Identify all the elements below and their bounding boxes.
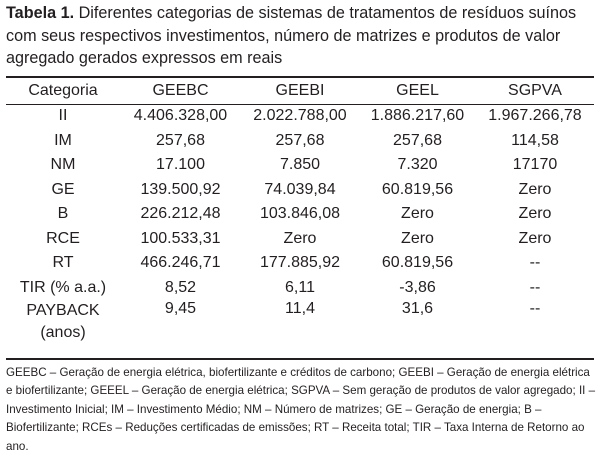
- row-label: GE: [51, 180, 75, 198]
- table-cell: 2.022.788,00: [253, 107, 347, 125]
- table-cell: Zero: [518, 180, 552, 198]
- table-row: GE 139.500,92 74.039,84 60.819,56 Zero: [6, 178, 594, 203]
- row-label: TIR (% a.a.): [19, 278, 107, 296]
- table-cell: 6,11: [285, 278, 315, 296]
- header-cell: Categoria: [28, 81, 98, 99]
- row-label: RT: [52, 254, 74, 272]
- row-label: NM: [50, 156, 76, 174]
- table-cell: 60.819,56: [381, 254, 454, 272]
- row-label-line1: PAYBACK: [26, 302, 100, 319]
- table-cell: 17170: [512, 156, 558, 174]
- table-cell: 9,45: [164, 300, 197, 317]
- table-caption: Tabela 1. Diferentes categorias de siste…: [6, 2, 596, 70]
- table-bottom-rule: [6, 358, 594, 360]
- table-cell: 114,58: [511, 131, 559, 149]
- row-label: IM: [54, 131, 72, 149]
- table-cell: 257,68: [156, 131, 205, 149]
- table-cell: 7.850: [279, 156, 321, 174]
- table-cell: 257,68: [275, 131, 325, 149]
- row-label: II: [58, 107, 68, 125]
- table-cell: 1.967.266,78: [488, 107, 582, 125]
- table-cell: 100.533,31: [140, 229, 221, 247]
- table-cell: Zero: [401, 205, 434, 223]
- table-cell: Zero: [518, 205, 552, 223]
- header-cell: SGPVA: [508, 81, 562, 99]
- table-cell: Zero: [401, 229, 434, 247]
- caption-text: Diferentes categorias de sistemas de tra…: [6, 4, 577, 67]
- table-cell: --: [529, 300, 541, 317]
- table-cell: Zero: [283, 229, 317, 247]
- table-cell: 1.886.217,60: [370, 107, 465, 125]
- table-header-rule: [6, 104, 594, 105]
- table-cell: 103.846,08: [259, 205, 341, 223]
- table-cell: 31,6: [401, 300, 434, 317]
- table-cell: 226.212,48: [140, 205, 221, 223]
- caption-label: Tabela 1.: [6, 4, 75, 22]
- row-label: RCE: [46, 229, 80, 247]
- table-cell: --: [529, 254, 541, 272]
- table-cell: 74.039,84: [264, 180, 336, 198]
- header-cell: GEEBC: [152, 81, 209, 99]
- table-cell: 7.320: [397, 156, 438, 174]
- table-cell: 466.246,71: [140, 254, 221, 272]
- table-cell: 257,68: [393, 131, 442, 149]
- table-cell: 11,4: [285, 300, 315, 317]
- row-label: PAYBACK (anos): [6, 300, 120, 344]
- row-label: B: [57, 205, 69, 223]
- table-row: RCE 100.533,31 Zero Zero Zero: [6, 227, 594, 252]
- table-row: TIR (% a.a.) 8,52 6,11 -3,86 --: [6, 276, 594, 301]
- table-cell: --: [529, 278, 541, 296]
- table-row: B 226.212,48 103.846,08 Zero Zero: [6, 202, 594, 227]
- table-top-rule: [6, 76, 594, 78]
- table-header-row: Categoria GEEBC GEEBI GEEL SGPVA: [6, 77, 594, 104]
- table-row: NM 17.100 7.850 7.320 17170: [6, 153, 594, 178]
- table-row: II 4.406.328,00 2.022.788,00 1.886.217,6…: [6, 104, 594, 129]
- table-cell: -3,86: [399, 278, 436, 296]
- row-label-line2: (anos): [40, 324, 86, 341]
- table-cell: 60.819,56: [381, 180, 454, 198]
- table-row: IM 257,68 257,68 257,68 114,58: [6, 129, 594, 154]
- table-cell: 139.500,92: [140, 180, 221, 198]
- table-row: RT 466.246,71 177.885,92 60.819,56 --: [6, 251, 594, 276]
- table-cell: Zero: [518, 229, 552, 247]
- data-table: Categoria GEEBC GEEBI GEEL SGPVA II 4.40…: [6, 77, 594, 344]
- table-footnote: GEEBC – Geração de energia elétrica, bio…: [6, 366, 596, 453]
- table-cell: 177.885,92: [259, 254, 341, 272]
- table-cell: 4.406.328,00: [133, 107, 228, 125]
- header-cell: GEEBI: [275, 81, 325, 99]
- table-cell: 17.100: [156, 156, 205, 174]
- header-cell: GEEL: [396, 81, 439, 99]
- table-cell: 8,52: [164, 278, 197, 296]
- table-row: PAYBACK (anos) 9,45 11,4 31,6 --: [6, 300, 594, 344]
